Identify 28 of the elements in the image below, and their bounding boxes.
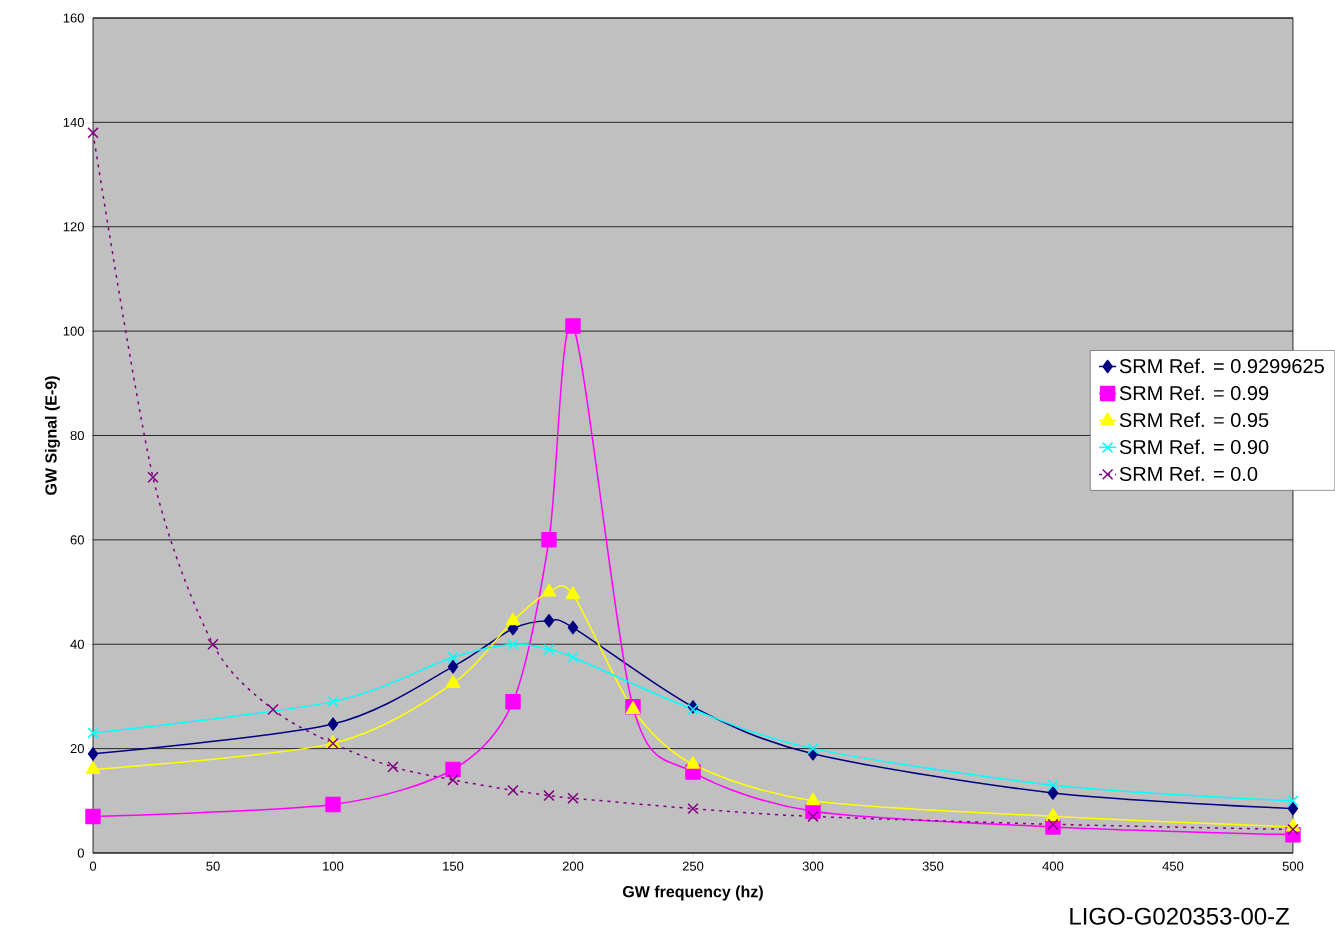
y-tick-label: 140 bbox=[63, 117, 84, 127]
legend-label: SRM Ref. = 0.90 bbox=[1119, 439, 1269, 455]
x-tick-label: 200 bbox=[562, 861, 584, 871]
x-axis-title: GW frequency (hz) bbox=[622, 885, 763, 901]
x-tick-label: 0 bbox=[89, 861, 97, 871]
x-tick-label: 150 bbox=[443, 861, 464, 871]
y-tick-label: 60 bbox=[70, 535, 84, 545]
x-tick-label: 100 bbox=[323, 861, 344, 871]
y-tick-label: 80 bbox=[70, 430, 84, 441]
y-tick-label: 100 bbox=[63, 326, 84, 336]
y-tick-label: 120 bbox=[63, 222, 84, 232]
x-tick-label: 250 bbox=[682, 861, 704, 871]
x-tick-label: 400 bbox=[1042, 861, 1064, 871]
legend-label: SRM Ref. = 0.99 bbox=[1119, 385, 1269, 401]
y-tick-label: 40 bbox=[70, 639, 84, 649]
x-tick-label: 350 bbox=[922, 861, 944, 871]
y-tick-label: 160 bbox=[63, 13, 84, 23]
legend-label: SRM Ref. = 0.0 bbox=[1119, 466, 1258, 482]
x-tick-label: 300 bbox=[802, 861, 824, 871]
y-tick-label: 20 bbox=[70, 744, 84, 754]
x-tick-label: 450 bbox=[1162, 861, 1184, 871]
legend-label: SRM Ref. = 0.95 bbox=[1119, 412, 1269, 428]
legend-label: SRM Ref. = 0.9299625 bbox=[1119, 358, 1324, 374]
text: LIGO-G020353-00-Z bbox=[1070, 907, 1290, 925]
y-axis-title: GW Signal (E-9) bbox=[44, 376, 60, 495]
x-tick-label: 50 bbox=[206, 861, 220, 871]
y-tick-label: 0 bbox=[77, 848, 84, 858]
x-tick-label: 500 bbox=[1282, 861, 1304, 871]
